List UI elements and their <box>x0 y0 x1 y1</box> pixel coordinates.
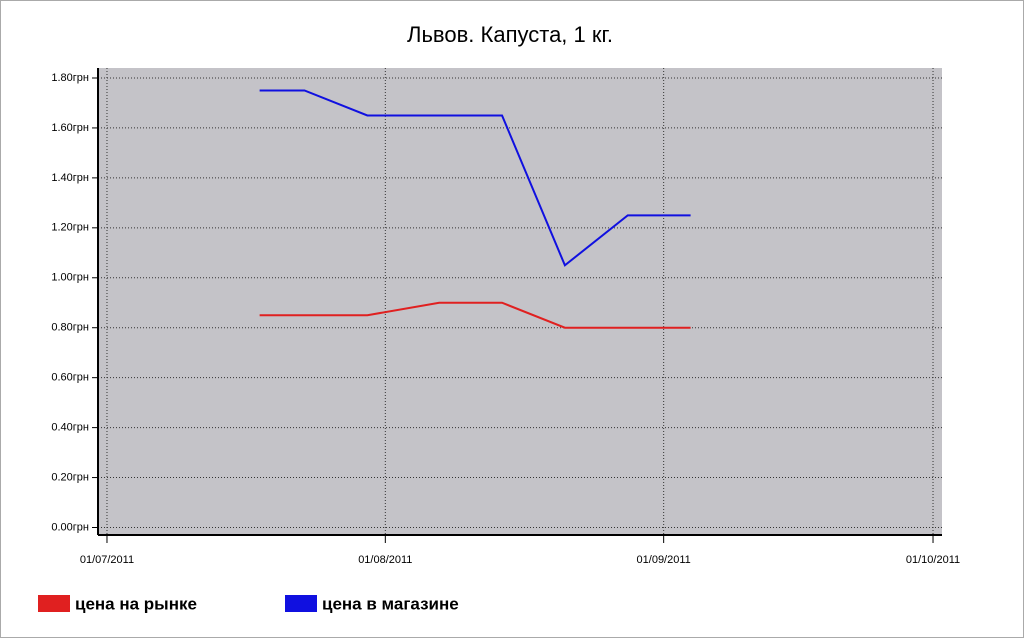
x-tick-label: 01/10/2011 <box>906 554 960 566</box>
x-tick-label: 01/07/2011 <box>80 554 134 566</box>
chart-title: Львов. Капуста, 1 кг. <box>407 22 613 47</box>
y-tick-label: 1.00грн <box>51 272 89 284</box>
y-tick-label: 0.60грн <box>51 372 89 384</box>
plot-area <box>98 68 942 535</box>
x-tick-label: 01/09/2011 <box>637 554 691 566</box>
legend-label: цена на рынке <box>75 594 197 613</box>
legend-label: цена в магазине <box>322 594 459 613</box>
y-tick-label: 1.20грн <box>51 222 89 234</box>
series-line <box>259 301 691 329</box>
legend-swatch <box>38 595 70 612</box>
y-tick-label: 0.40грн <box>51 422 89 434</box>
y-tick-label: 1.40грн <box>51 172 89 184</box>
y-tick-label: 1.60грн <box>51 122 89 134</box>
legend-swatch <box>285 595 317 612</box>
series-line <box>259 89 691 267</box>
y-tick-label: 0.80грн <box>51 322 89 334</box>
x-tick-label: 01/08/2011 <box>358 554 412 566</box>
y-tick-label: 0.20грн <box>51 471 89 483</box>
y-tick-label: 0.00грн <box>51 521 89 533</box>
y-tick-label: 1.80грн <box>51 72 89 84</box>
